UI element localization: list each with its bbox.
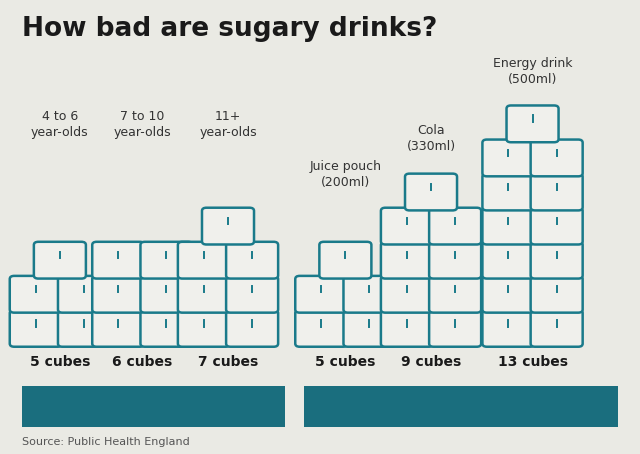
Text: Juice pouch
(200ml): Juice pouch (200ml)	[309, 160, 381, 189]
FancyBboxPatch shape	[140, 276, 193, 313]
FancyBboxPatch shape	[22, 386, 285, 427]
Text: 6 cubes: 6 cubes	[112, 355, 173, 369]
FancyBboxPatch shape	[483, 139, 534, 176]
FancyBboxPatch shape	[531, 310, 582, 347]
FancyBboxPatch shape	[344, 310, 396, 347]
FancyBboxPatch shape	[344, 276, 396, 313]
FancyBboxPatch shape	[483, 173, 534, 210]
Text: 9 cubes: 9 cubes	[401, 355, 461, 369]
FancyBboxPatch shape	[304, 386, 618, 427]
FancyBboxPatch shape	[381, 242, 433, 279]
FancyBboxPatch shape	[429, 310, 481, 347]
FancyBboxPatch shape	[405, 173, 457, 210]
Text: Cola
(330ml): Cola (330ml)	[406, 124, 456, 153]
FancyBboxPatch shape	[178, 276, 230, 313]
FancyBboxPatch shape	[140, 310, 193, 347]
Text: 13 cubes: 13 cubes	[497, 355, 568, 369]
Text: 11+
year-olds: 11+ year-olds	[199, 110, 257, 139]
FancyBboxPatch shape	[506, 105, 559, 142]
FancyBboxPatch shape	[58, 276, 110, 313]
FancyBboxPatch shape	[429, 208, 481, 245]
FancyBboxPatch shape	[92, 242, 144, 279]
FancyBboxPatch shape	[92, 310, 144, 347]
FancyBboxPatch shape	[531, 242, 582, 279]
FancyBboxPatch shape	[10, 310, 62, 347]
FancyBboxPatch shape	[381, 208, 433, 245]
Text: 7 to 10
year-olds: 7 to 10 year-olds	[113, 110, 171, 139]
Text: Max daily sugar intake: Max daily sugar intake	[56, 399, 251, 414]
FancyBboxPatch shape	[319, 242, 371, 279]
Text: 5 cubes: 5 cubes	[29, 355, 90, 369]
FancyBboxPatch shape	[381, 310, 433, 347]
FancyBboxPatch shape	[178, 310, 230, 347]
FancyBboxPatch shape	[58, 310, 110, 347]
FancyBboxPatch shape	[226, 276, 278, 313]
FancyBboxPatch shape	[531, 276, 582, 313]
FancyBboxPatch shape	[295, 276, 348, 313]
FancyBboxPatch shape	[92, 276, 144, 313]
FancyBboxPatch shape	[202, 208, 254, 245]
FancyBboxPatch shape	[429, 242, 481, 279]
FancyBboxPatch shape	[531, 173, 582, 210]
FancyBboxPatch shape	[140, 242, 193, 279]
Text: Sugar in drinks: Sugar in drinks	[396, 399, 526, 414]
Text: Source: Public Health England: Source: Public Health England	[22, 437, 189, 447]
FancyBboxPatch shape	[429, 276, 481, 313]
Text: 7 cubes: 7 cubes	[198, 355, 258, 369]
FancyBboxPatch shape	[295, 310, 348, 347]
FancyBboxPatch shape	[483, 208, 534, 245]
Text: How bad are sugary drinks?: How bad are sugary drinks?	[22, 16, 437, 42]
Text: 5 cubes: 5 cubes	[315, 355, 376, 369]
Text: 4 to 6
year-olds: 4 to 6 year-olds	[31, 110, 89, 139]
FancyBboxPatch shape	[483, 276, 534, 313]
Text: Energy drink
(500ml): Energy drink (500ml)	[493, 57, 572, 86]
FancyBboxPatch shape	[483, 242, 534, 279]
FancyBboxPatch shape	[34, 242, 86, 279]
FancyBboxPatch shape	[483, 310, 534, 347]
FancyBboxPatch shape	[381, 276, 433, 313]
FancyBboxPatch shape	[531, 208, 582, 245]
FancyBboxPatch shape	[10, 276, 62, 313]
FancyBboxPatch shape	[531, 139, 582, 176]
FancyBboxPatch shape	[178, 242, 230, 279]
FancyBboxPatch shape	[226, 310, 278, 347]
FancyBboxPatch shape	[226, 242, 278, 279]
